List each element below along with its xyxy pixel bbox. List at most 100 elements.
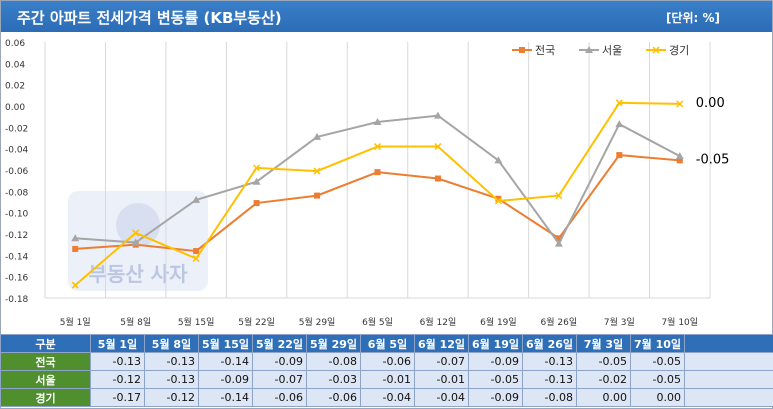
y-tick-label: -0.10 bbox=[5, 210, 29, 220]
table-cell: -0.13 bbox=[90, 352, 145, 371]
marker-stroke bbox=[253, 164, 261, 172]
point-marker bbox=[314, 192, 321, 199]
point-marker bbox=[554, 239, 563, 247]
table-cell: -0.01 bbox=[360, 370, 415, 389]
table-header-row: 구분 5월 1일 5월 8일 5월 15일 5월 22일 5월 29일 6월 5일 6월 12… bbox=[0, 334, 773, 353]
table-cell: -0.14 bbox=[198, 388, 253, 407]
marker-stroke bbox=[132, 229, 140, 237]
y-tick-label: -0.06 bbox=[5, 167, 29, 177]
point-marker bbox=[373, 143, 382, 151]
grid-lines bbox=[44, 42, 711, 299]
point-marker bbox=[72, 245, 79, 252]
table-cell: -0.13 bbox=[144, 352, 199, 371]
x-tick-label: 5월 15일 bbox=[178, 316, 215, 328]
table-cell: -0.03 bbox=[306, 370, 361, 389]
column-header: 5월 15일 bbox=[198, 334, 253, 353]
empty-cell bbox=[684, 334, 773, 353]
table-cell: -0.08 bbox=[306, 352, 361, 371]
point-marker bbox=[253, 200, 260, 207]
marker-stroke bbox=[615, 99, 623, 107]
x-tick-label: 6월 5일 bbox=[362, 316, 393, 328]
empty-cell bbox=[684, 370, 773, 389]
point-marker bbox=[373, 118, 382, 125]
annotations: 0.00 -0.05 bbox=[696, 96, 730, 167]
y-tick-label: 0.04 bbox=[5, 60, 25, 70]
table-cell: -0.09 bbox=[252, 352, 307, 371]
point-marker bbox=[615, 99, 623, 107]
column-header: 5월 1일 bbox=[90, 334, 145, 353]
point-marker bbox=[313, 167, 321, 175]
series-group bbox=[71, 99, 684, 289]
y-tick-label: -0.14 bbox=[5, 252, 29, 262]
row-header: 경기 bbox=[0, 388, 91, 407]
column-header: 5월 22일 bbox=[252, 334, 307, 353]
table-cell: 0.00 bbox=[630, 388, 685, 407]
point-marker bbox=[71, 281, 79, 289]
marker-stroke bbox=[434, 143, 442, 151]
y-tick-label: -0.04 bbox=[5, 146, 29, 156]
data-table: 구분 5월 1일 5월 8일 5월 15일 5월 22일 5월 29일 6월 5일 6월 12… bbox=[0, 334, 773, 407]
y-tick-label: -0.16 bbox=[5, 274, 29, 284]
point-marker bbox=[434, 175, 441, 182]
table-cell: -0.13 bbox=[144, 370, 199, 389]
table-cell: -0.02 bbox=[576, 370, 631, 389]
table-cell: -0.06 bbox=[306, 388, 361, 407]
x-tick-label: 5월 1일 bbox=[60, 316, 91, 328]
marker-stroke bbox=[373, 143, 382, 151]
table-cell: -0.07 bbox=[252, 370, 307, 389]
table-row: 전국 -0.13 -0.13 -0.14 -0.09 -0.08 -0.06 -0.07 -0.… bbox=[0, 352, 773, 371]
x-tick-label: 6월 12일 bbox=[420, 316, 457, 328]
legend-label: 서울 bbox=[602, 44, 622, 57]
legend: 전국 서울 경기 bbox=[512, 44, 689, 57]
row-header: 전국 bbox=[0, 352, 91, 371]
table-cell: -0.05 bbox=[576, 352, 631, 371]
point-marker bbox=[253, 164, 261, 172]
y-tick-label: 0.02 bbox=[5, 82, 25, 92]
point-marker bbox=[495, 195, 502, 202]
table-cell: -0.08 bbox=[522, 388, 577, 407]
point-marker bbox=[555, 192, 563, 200]
x-tick-label: 5월 22일 bbox=[238, 316, 275, 328]
table-row: 서울 -0.12 -0.13 -0.09 -0.07 -0.03 -0.01 -0.01 -0.… bbox=[0, 370, 773, 389]
legend-marker bbox=[585, 46, 593, 53]
table-cell: -0.05 bbox=[630, 370, 685, 389]
row-header: 서울 bbox=[0, 370, 91, 389]
x-tick-label: 6월 19일 bbox=[480, 316, 517, 328]
legend-marker bbox=[519, 47, 525, 53]
table-cell: -0.13 bbox=[522, 370, 577, 389]
point-marker bbox=[71, 234, 80, 242]
point-marker bbox=[675, 152, 684, 160]
point-marker bbox=[676, 100, 684, 108]
y-tick-label: -0.12 bbox=[5, 231, 28, 241]
point-marker bbox=[132, 229, 140, 237]
table-cell: -0.09 bbox=[468, 388, 523, 407]
point-marker bbox=[555, 235, 562, 242]
point-marker bbox=[676, 157, 683, 164]
unit-label: [단위: %] bbox=[665, 11, 720, 25]
y-tick-label: -0.08 bbox=[5, 188, 29, 198]
empty-cell bbox=[684, 388, 773, 407]
column-header: 5월 8일 bbox=[144, 334, 199, 353]
marker-stroke bbox=[494, 197, 502, 205]
x-tick-label: 5월 8일 bbox=[120, 316, 151, 328]
y-tick-label: -0.02 bbox=[5, 124, 28, 134]
table-cell: -0.06 bbox=[252, 388, 307, 407]
table-cell: -0.09 bbox=[198, 370, 253, 389]
table-cell: -0.05 bbox=[468, 370, 523, 389]
column-header: 6월 19일 bbox=[468, 334, 523, 353]
point-marker bbox=[374, 169, 381, 176]
y-tick-label: 0.06 bbox=[5, 39, 25, 49]
y-tick-label: 0.00 bbox=[5, 103, 25, 113]
x-tick-label: 5월 29일 bbox=[299, 316, 336, 328]
x-tick-label: 7월 10일 bbox=[661, 316, 698, 328]
x-axis-ticks: 5월 1일 5월 8일 5월 15일 5월 22일 5월 29일 6월 5일 6월 12일 6… bbox=[60, 316, 698, 328]
column-header: 6월 26일 bbox=[522, 334, 577, 353]
point-marker bbox=[494, 156, 503, 164]
table-cell: -0.04 bbox=[414, 388, 469, 407]
annotation-label: -0.05 bbox=[696, 152, 730, 167]
line-chart: 0.06 0.04 0.02 0.00 -0.02 -0.04 -0.06 -0.08 -0.1… bbox=[5, 39, 730, 328]
marker-stroke bbox=[71, 281, 79, 289]
column-header: 5월 29일 bbox=[306, 334, 361, 353]
point-marker bbox=[433, 111, 442, 119]
column-header: 6월 5일 bbox=[360, 334, 415, 353]
